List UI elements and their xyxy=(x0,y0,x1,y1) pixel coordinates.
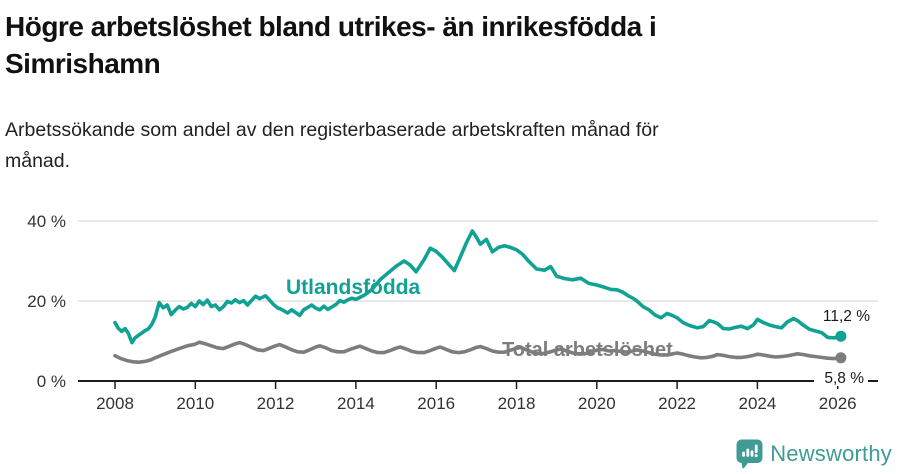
series-label-utlandsfodda: Utlandsfödda xyxy=(286,276,420,299)
series-label-total-arbetsloshet: Total arbetslöshet xyxy=(502,339,673,361)
bar-chart-glyph xyxy=(742,444,758,458)
x-tick-label-2022: 2022 xyxy=(658,394,696,413)
line-total-arbetsloshet xyxy=(113,340,843,365)
y-tick-label-20: 20 % xyxy=(27,292,66,311)
gridlines xyxy=(78,220,878,302)
x-axis: 2008 2010 2012 2014 2016 2018 2020 2022 2024 2026 xyxy=(78,380,878,413)
end-value-total-arbetsloshet: 5,8 % xyxy=(824,370,864,387)
end-value-total-bg xyxy=(814,368,868,386)
newsworthy-wordmark: Newsworthy xyxy=(770,441,892,466)
page-title: Högre arbetslöshet bland utrikes- än inr… xyxy=(0,0,900,82)
page-subtitle-line-2: månad. xyxy=(5,150,71,172)
end-dot-utlandsfodda xyxy=(835,330,847,342)
page-title-line-1: Högre arbetslöshet bland utrikes- än inr… xyxy=(5,11,657,42)
y-axis-labels: 0 % 20 % 40 % xyxy=(27,212,66,391)
line-utlandsfodda xyxy=(113,229,843,345)
newsworthy-branding: Newsworthy xyxy=(736,439,892,469)
x-tick-label-2010: 2010 xyxy=(176,394,214,413)
page-subtitle-line-1: Arbetssökande som andel av den registerb… xyxy=(5,119,659,141)
x-tick-label-2024: 2024 xyxy=(738,394,776,413)
end-dot-total-arbetsloshet xyxy=(835,352,847,364)
x-tick-label-2018: 2018 xyxy=(498,394,536,413)
x-tick-label-2020: 2020 xyxy=(578,394,616,413)
newsworthy-logo-icon xyxy=(736,439,763,469)
y-tick-label-0: 0 % xyxy=(37,372,66,391)
page-title-line-2: Simrishamn xyxy=(5,48,161,79)
series-lines xyxy=(113,229,847,365)
x-tick-label-2012: 2012 xyxy=(257,394,295,413)
page-subtitle: Arbetssökande som andel av den registerb… xyxy=(0,115,900,177)
speech-bubble-shape xyxy=(736,439,763,469)
x-tick-label-2008: 2008 xyxy=(96,394,134,413)
x-tick-label-2026: 2026 xyxy=(819,394,857,413)
y-tick-label-40: 40 % xyxy=(27,212,66,231)
x-tick-label-2014: 2014 xyxy=(337,394,375,413)
end-value-labels: 11,2 % 5,8 % xyxy=(814,308,870,387)
x-tick-label-2016: 2016 xyxy=(417,394,455,413)
end-value-utlandsfodda: 11,2 % xyxy=(823,308,870,325)
